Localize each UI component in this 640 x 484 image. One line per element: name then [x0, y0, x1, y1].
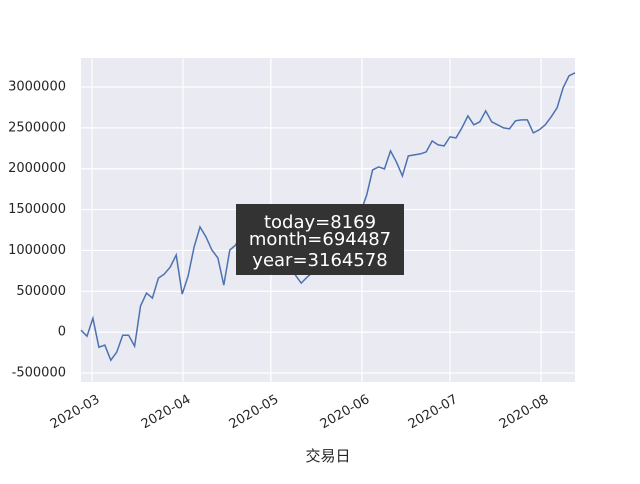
y-tick-label: 2500000 [8, 120, 66, 135]
tooltip-line: year=3164578 [252, 250, 387, 271]
x-tick-label: 2020-06 [318, 392, 373, 432]
tooltip-line: today=8169 [264, 212, 376, 233]
y-tick-label: 3000000 [8, 80, 66, 95]
tooltip-box [236, 204, 404, 275]
y-tick-label: 2000000 [8, 161, 66, 176]
y-tick-label: -500000 [12, 366, 66, 381]
tooltip-line: month=694487 [249, 229, 391, 250]
y-tick-label: 500000 [16, 284, 66, 299]
x-tick-label: 2020-07 [406, 392, 461, 432]
x-tick-label: 2020-04 [139, 392, 194, 432]
x-tick-label: 2020-08 [497, 392, 552, 432]
y-tick-label: 1500000 [8, 202, 66, 217]
y-tick-label: 1000000 [8, 243, 66, 258]
y-tick-label: 0 [58, 325, 66, 340]
x-tick-label: 2020-03 [48, 392, 103, 432]
x-axis-label: 交易日 [305, 447, 350, 465]
tooltip: today=8169 month=694487 year=3164578 [236, 204, 404, 275]
x-tick-label: 2020-05 [227, 392, 282, 432]
